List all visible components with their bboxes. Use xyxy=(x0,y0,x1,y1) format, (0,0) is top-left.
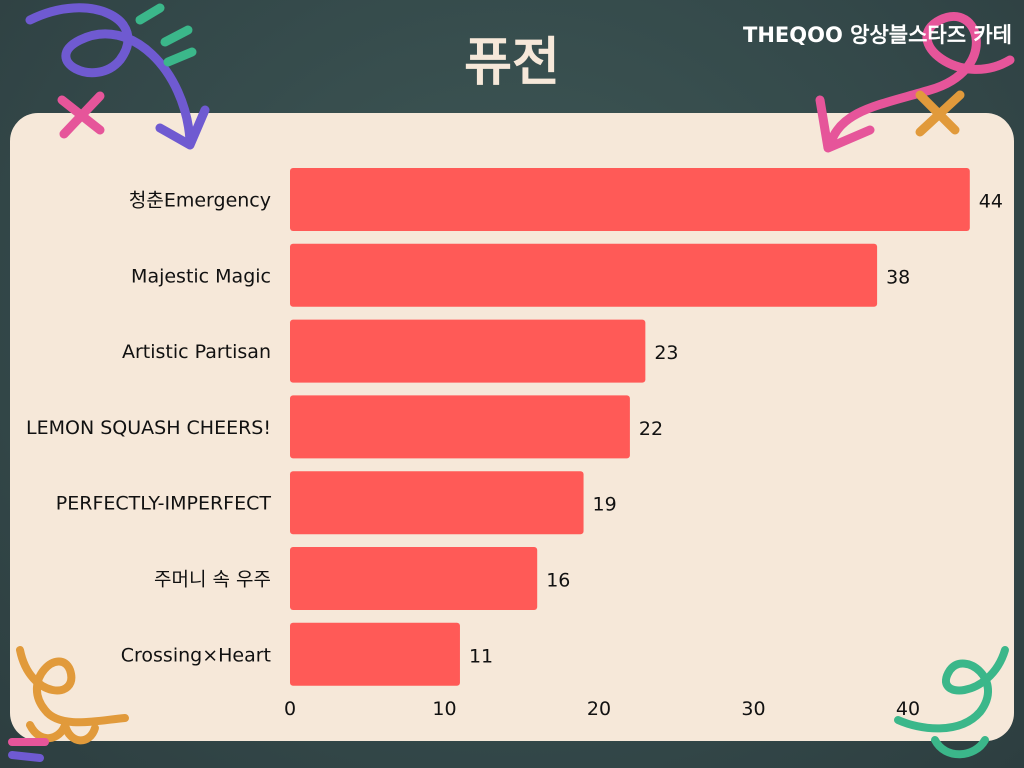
value-label-1: 38 xyxy=(886,266,910,288)
category-labels: 청춘Emergency Majestic Magic Artistic Partis… xyxy=(26,190,271,667)
value-label-6: 11 xyxy=(469,645,493,667)
decoration-doodles xyxy=(8,3,1015,762)
category-label-4: PERFECTLY-IMPERFECT xyxy=(56,493,272,515)
value-labels: 44 38 23 22 19 16 11 xyxy=(469,191,1003,668)
x-tick-label-3: 30 xyxy=(741,698,765,720)
category-label-1: Majestic Magic xyxy=(131,265,271,287)
value-label-3: 22 xyxy=(639,418,663,440)
bar-0 xyxy=(290,168,970,231)
x-tick-label-2: 20 xyxy=(587,698,611,720)
x-axis-ticks: 0 10 20 30 40 xyxy=(284,698,920,720)
chart-title: 퓨전 xyxy=(464,33,560,93)
bar-6 xyxy=(290,622,460,686)
x-tick-label-1: 10 xyxy=(432,698,456,720)
bar-series xyxy=(290,168,970,686)
bar-3 xyxy=(290,395,630,459)
value-label-4: 19 xyxy=(593,494,617,516)
category-label-6: Crossing×Heart xyxy=(121,644,271,666)
x-tick-label-0: 0 xyxy=(284,698,296,720)
category-label-3: LEMON SQUASH CHEERS! xyxy=(26,417,271,439)
bar-5 xyxy=(290,547,538,610)
watermark-text: THEQOO 앙상블스타즈 카테 xyxy=(743,23,1012,47)
value-label-2: 23 xyxy=(654,342,678,364)
bar-2 xyxy=(290,319,646,383)
category-label-0: 청춘Emergency xyxy=(129,190,271,212)
value-label-5: 16 xyxy=(546,570,570,592)
x-tick-label-4: 40 xyxy=(896,698,920,720)
bar-4 xyxy=(290,471,584,535)
category-label-2: Artistic Partisan xyxy=(122,341,271,363)
value-label-0: 44 xyxy=(979,191,1003,213)
bar-1 xyxy=(290,243,878,307)
category-label-5: 주머니 속 우주 xyxy=(154,569,271,591)
